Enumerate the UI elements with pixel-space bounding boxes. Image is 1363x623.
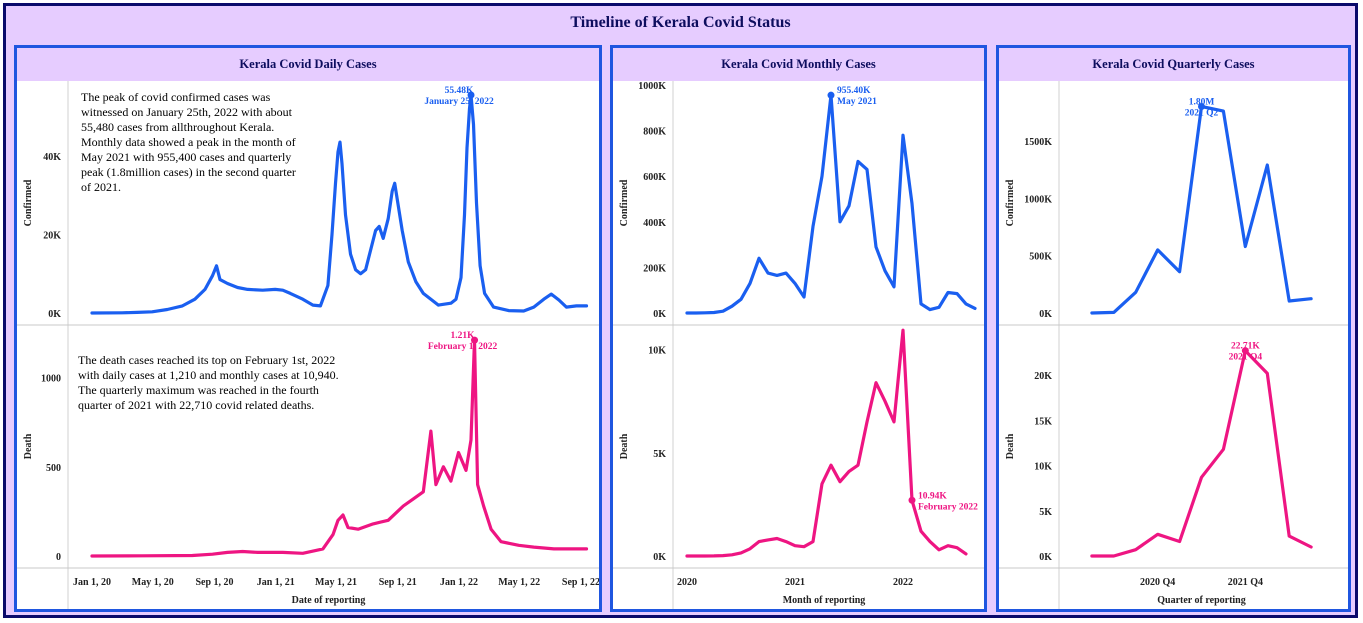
death-peak-value: 22.71K bbox=[1231, 342, 1260, 352]
daily-panel-title: Kerala Covid Daily Cases bbox=[17, 48, 599, 81]
x-tick-label: 2020 bbox=[677, 577, 697, 588]
confirmed-series-line bbox=[1090, 104, 1313, 315]
x-tick-label: 2022 bbox=[893, 577, 913, 588]
death-peak-date: February 2022 bbox=[918, 502, 978, 512]
confirmed-peak-marker bbox=[1198, 102, 1205, 110]
x-tick-label: 2020 Q4 bbox=[1140, 577, 1175, 588]
x-axis-title: Month of reporting bbox=[783, 595, 866, 606]
y-tick-label: 1000K bbox=[638, 81, 666, 92]
death-peak-marker bbox=[908, 496, 916, 504]
y-axis-title: Death bbox=[23, 433, 34, 459]
x-axis-title: Date of reporting bbox=[292, 595, 366, 606]
x-tick-label: Jan 1, 21 bbox=[257, 577, 295, 588]
confirmed-peak-date: 2021 Q2 bbox=[1185, 108, 1219, 118]
y-tick-label: 0K bbox=[1039, 309, 1052, 320]
y-tick-label: 1500K bbox=[1024, 137, 1052, 148]
confirmed-peak-marker bbox=[827, 91, 835, 99]
death-peak-date: February 1, 2022 bbox=[428, 342, 498, 352]
daily-cases-panel: Kerala Covid Daily Cases Jan 1, 20 May 1,… bbox=[14, 45, 602, 612]
x-tick-label: 2021 Q4 bbox=[1228, 577, 1263, 588]
confirmed-peak-value: 1.80M bbox=[1189, 97, 1215, 107]
y-tick-label: 5K bbox=[653, 449, 666, 460]
dashboard-title: Timeline of Kerala Covid Status bbox=[570, 14, 791, 31]
quarterly-panel-title: Kerala Covid Quarterly Cases bbox=[999, 48, 1348, 81]
confirmed-series-line bbox=[90, 93, 589, 315]
x-tick-label: May 1, 20 bbox=[132, 577, 174, 588]
y-tick-label: 400K bbox=[643, 218, 666, 229]
y-tick-label: 0K bbox=[653, 309, 666, 320]
x-tick-label: Jan 1, 22 bbox=[440, 577, 478, 588]
death-peak-value: 1.21K bbox=[451, 331, 476, 341]
y-tick-label: 1000 bbox=[41, 374, 61, 385]
death-peak-value: 10.94K bbox=[918, 491, 947, 501]
death-series-line bbox=[90, 338, 589, 558]
death-series-line bbox=[685, 328, 968, 558]
confirmed-peak-date: May 2021 bbox=[837, 97, 877, 107]
monthly-panel-title: Kerala Covid Monthly Cases bbox=[613, 48, 984, 81]
y-tick-label: 15K bbox=[1034, 416, 1052, 427]
y-tick-label: 0K bbox=[653, 552, 666, 563]
death-summary-note: The death cases reached its top on Febru… bbox=[78, 353, 339, 412]
dashboard-frame: Timeline of Kerala Covid Status Kerala C… bbox=[3, 3, 1358, 618]
y-tick-label: 200K bbox=[643, 263, 666, 274]
y-tick-label: 5K bbox=[1039, 507, 1052, 518]
x-axis-title: Quarter of reporting bbox=[1157, 595, 1246, 606]
y-tick-label: 0 bbox=[56, 552, 61, 563]
y-tick-label: 20K bbox=[43, 230, 61, 241]
y-tick-label: 10K bbox=[648, 346, 666, 357]
y-axis-title: Confirmed bbox=[23, 179, 34, 226]
death-series-line bbox=[1090, 349, 1313, 558]
confirmed-series-line bbox=[685, 93, 977, 315]
y-tick-label: 600K bbox=[643, 172, 666, 183]
quarterly-chart: 2020 Q4 2021 Q4 Quarter of reporting 0K 500K… bbox=[999, 81, 1348, 609]
y-axis-title: Death bbox=[619, 433, 630, 459]
y-tick-label: 10K bbox=[1034, 462, 1052, 473]
y-tick-label: 500K bbox=[1029, 252, 1052, 263]
x-tick-label: 2021 bbox=[785, 577, 805, 588]
x-tick-label: Sep 1, 22 bbox=[562, 577, 599, 588]
confirmed-summary-note: The peak of covid confirmed cases was wi… bbox=[81, 90, 296, 194]
monthly-cases-panel: Kerala Covid Monthly Cases 2020 2021 2022 M… bbox=[610, 45, 987, 612]
y-axis-title: Confirmed bbox=[619, 179, 630, 226]
confirmed-peak-date: January 25, 2022 bbox=[424, 97, 494, 107]
y-tick-label: 20K bbox=[1034, 371, 1052, 382]
death-peak-marker bbox=[471, 336, 479, 344]
y-tick-label: 40K bbox=[43, 152, 61, 163]
y-tick-label: 1000K bbox=[1024, 194, 1052, 205]
daily-chart: Jan 1, 20 May 1, 20 Sep 1, 20 Jan 1, 21 May … bbox=[17, 81, 599, 609]
y-tick-label: 0K bbox=[48, 309, 61, 320]
x-tick-label: May 1, 21 bbox=[315, 577, 357, 588]
monthly-chart: 2020 2021 2022 Month of reporting 0K 200K 400K… bbox=[613, 81, 984, 609]
death-peak-date: 2021 Q4 bbox=[1229, 353, 1263, 363]
confirmed-peak-value: 955.40K bbox=[837, 86, 871, 96]
x-tick-label: Jan 1, 20 bbox=[73, 577, 111, 588]
y-tick-label: 500 bbox=[46, 463, 61, 474]
confirmed-peak-value: 55.48K bbox=[445, 86, 474, 96]
death-peak-marker bbox=[1241, 347, 1249, 355]
y-tick-label: 800K bbox=[643, 127, 666, 138]
y-axis-title: Confirmed bbox=[1005, 179, 1016, 226]
y-axis-title: Death bbox=[1005, 433, 1016, 459]
y-tick-label: 0K bbox=[1039, 552, 1052, 563]
x-tick-label: Sep 1, 21 bbox=[379, 577, 417, 588]
x-tick-label: Sep 1, 20 bbox=[195, 577, 233, 588]
quarterly-cases-panel: Kerala Covid Quarterly Cases 2020 Q4 2021… bbox=[996, 45, 1351, 612]
confirmed-peak-marker bbox=[467, 91, 475, 99]
x-tick-label: May 1, 22 bbox=[498, 577, 540, 588]
